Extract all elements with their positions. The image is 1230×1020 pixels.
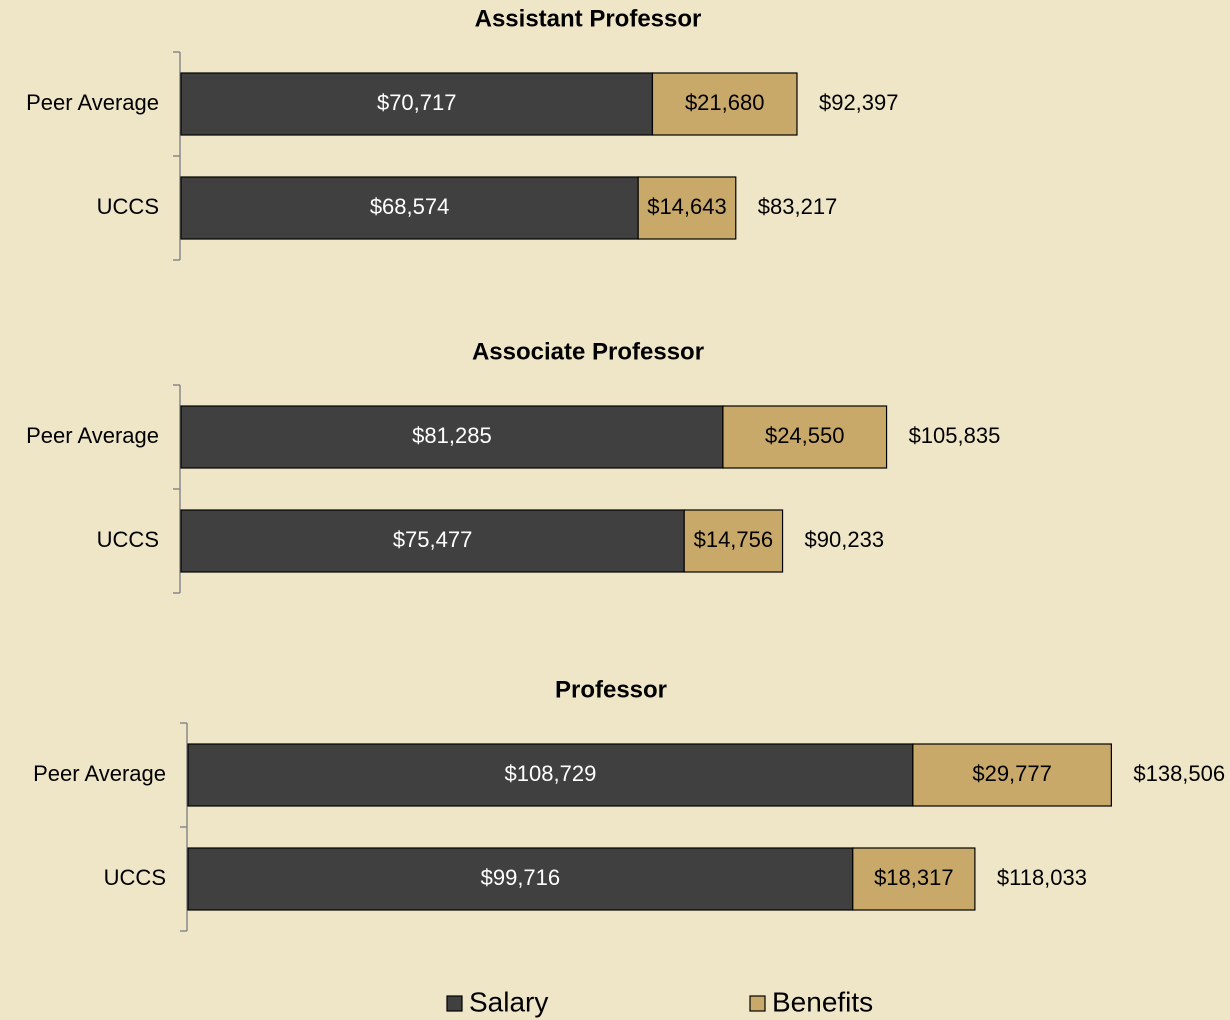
category-label: UCCS bbox=[97, 194, 159, 219]
bar-segment bbox=[852, 847, 976, 911]
bar-segment bbox=[637, 176, 737, 240]
bar-segment bbox=[180, 72, 654, 136]
category-label: Peer Average bbox=[26, 90, 159, 115]
category-label: UCCS bbox=[97, 527, 159, 552]
total-label: $105,835 bbox=[909, 423, 1001, 448]
legend-swatch bbox=[446, 995, 463, 1012]
total-label: $92,397 bbox=[819, 90, 899, 115]
bar-segment bbox=[180, 509, 685, 573]
value-label: $24,550 bbox=[765, 423, 845, 448]
bar-segment bbox=[187, 743, 914, 807]
total-label: $118,033 bbox=[997, 865, 1087, 890]
value-label: $18,317 bbox=[874, 865, 954, 890]
legend-swatch bbox=[749, 995, 766, 1012]
bar-segment bbox=[683, 509, 784, 573]
value-label: $75,477 bbox=[393, 527, 473, 552]
value-label: $81,285 bbox=[412, 423, 492, 448]
value-label: $14,643 bbox=[647, 194, 727, 219]
bar-segment bbox=[651, 72, 798, 136]
bar-segment bbox=[912, 743, 1112, 807]
bar-segment bbox=[187, 847, 854, 911]
value-label: $14,756 bbox=[694, 527, 774, 552]
category-label: Peer Average bbox=[26, 423, 159, 448]
value-label: $108,729 bbox=[505, 761, 597, 786]
chart-title: Assistant Professor bbox=[475, 5, 702, 32]
value-label: $21,680 bbox=[685, 90, 765, 115]
category-label: Peer Average bbox=[33, 761, 166, 786]
value-label: $99,716 bbox=[481, 865, 561, 890]
bar-segment bbox=[180, 176, 639, 240]
total-label: $138,506 bbox=[1133, 761, 1225, 786]
chart-title: Professor bbox=[555, 676, 667, 703]
legend-label: Salary bbox=[469, 986, 548, 1017]
total-label: $83,217 bbox=[758, 194, 838, 219]
category-label: UCCS bbox=[104, 865, 166, 890]
value-label: $70,717 bbox=[377, 90, 457, 115]
bar-segment bbox=[722, 405, 888, 469]
value-label: $68,574 bbox=[370, 194, 450, 219]
legend-label: Benefits bbox=[772, 986, 873, 1017]
chart-title: Associate Professor bbox=[472, 338, 704, 365]
total-label: $90,233 bbox=[805, 527, 885, 552]
value-label: $29,777 bbox=[972, 761, 1052, 786]
